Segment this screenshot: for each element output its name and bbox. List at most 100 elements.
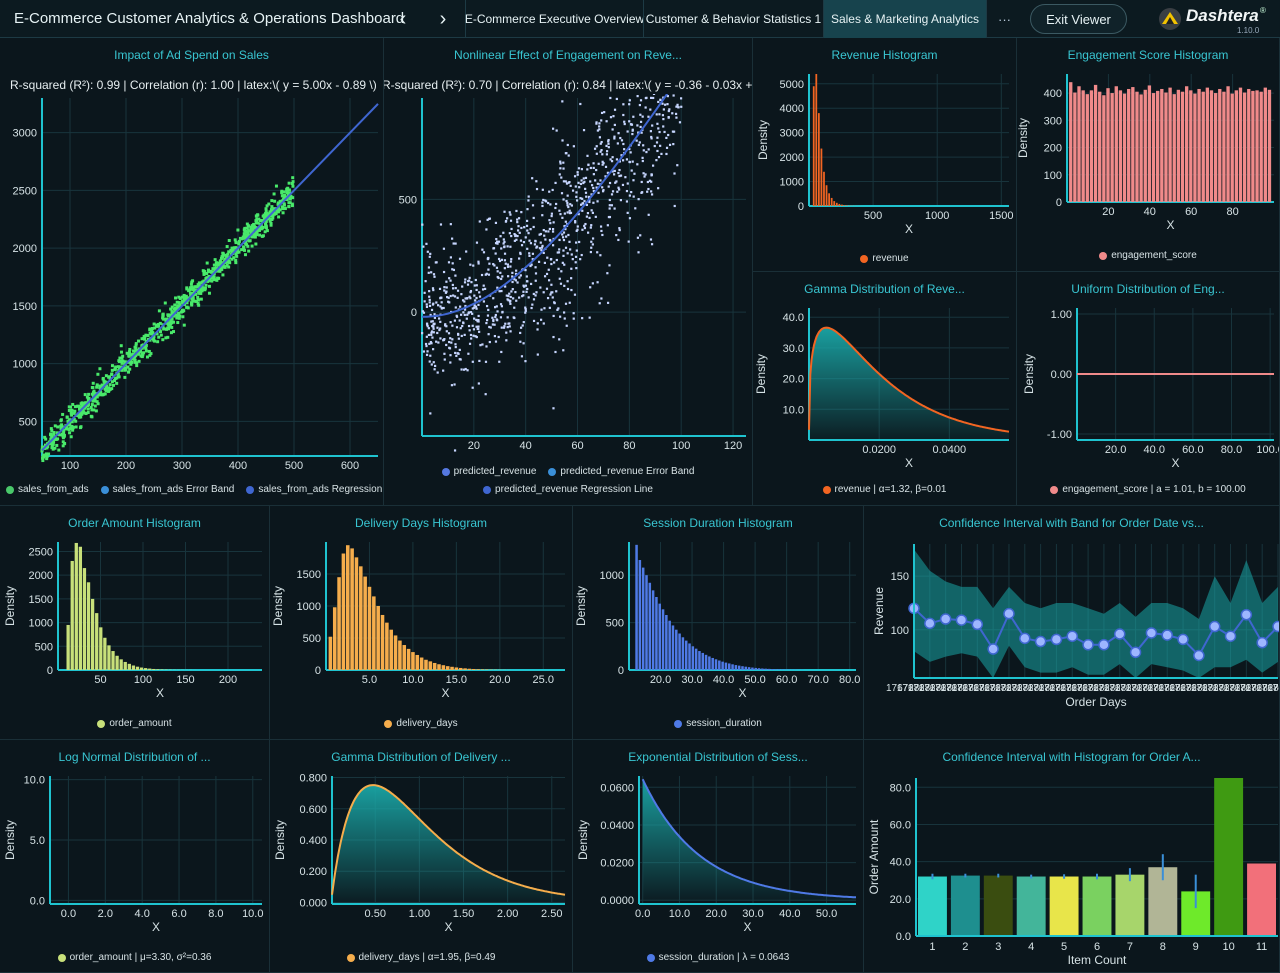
legend-item-error-band[interactable]: sales_from_ads Error Band bbox=[100, 484, 234, 495]
scatter-point bbox=[581, 197, 584, 200]
scatter-point bbox=[602, 189, 605, 192]
scatter-point bbox=[219, 256, 223, 260]
scatter-point bbox=[442, 369, 445, 372]
tab-sales-marketing-analytics[interactable]: Sales & Marketing Analytics bbox=[823, 0, 986, 38]
legend-item-revenue-gamma[interactable]: revenue | α=1.32, β=0.01 bbox=[822, 484, 947, 495]
scatter-point bbox=[499, 235, 502, 238]
scatter-point bbox=[120, 356, 124, 360]
histogram-bar bbox=[82, 568, 87, 670]
forward-button[interactable]: › bbox=[423, 0, 463, 38]
legend-item-order-amount[interactable]: order_amount bbox=[97, 718, 172, 729]
tab-executive-overview[interactable]: E-Commerce Executive Overview bbox=[465, 0, 644, 38]
legend-item-engagement-uniform[interactable]: engagement_score | a = 1.01, b = 100.00 bbox=[1050, 484, 1246, 495]
scatter-point bbox=[492, 319, 495, 323]
scatter-point bbox=[190, 291, 194, 295]
scatter-point bbox=[550, 257, 553, 261]
histogram-bar bbox=[411, 652, 415, 670]
scatter-point bbox=[515, 209, 518, 213]
scatter-point bbox=[84, 412, 88, 416]
x-tick-label: 176728 bbox=[984, 683, 1018, 694]
scatter-point bbox=[510, 290, 513, 293]
legend-item-error-band[interactable]: predicted_revenue Error Band bbox=[548, 466, 694, 477]
scatter-point bbox=[97, 391, 101, 395]
scatter-point bbox=[150, 329, 154, 333]
scatter-point bbox=[454, 242, 457, 245]
panel-title: Gamma Distribution of Delivery ... bbox=[331, 750, 511, 764]
legend-item-delivery-gamma[interactable]: delivery_days | α=1.95, β=0.49 bbox=[346, 952, 496, 963]
scatter-point bbox=[572, 312, 575, 315]
scatter-point bbox=[423, 300, 426, 303]
chart-exponential-session: 0.0 10.0 20.0 30.0 40.0 50.00.00000.02000.040… bbox=[576, 776, 856, 934]
x-tick-label: 60 bbox=[571, 440, 583, 452]
scatter-point bbox=[575, 191, 578, 194]
scatter-point bbox=[69, 426, 73, 430]
scatter-point bbox=[617, 186, 620, 189]
legend-item-session-exponential[interactable]: session_duration | λ = 0.0643 bbox=[646, 952, 789, 963]
scatter-point bbox=[532, 298, 536, 301]
scatter-point bbox=[509, 295, 512, 299]
back-button[interactable]: ‹ bbox=[383, 0, 423, 38]
scatter-point bbox=[512, 297, 515, 300]
scatter-point bbox=[486, 257, 490, 261]
scatter-point bbox=[640, 191, 643, 194]
histogram-bar bbox=[393, 635, 398, 670]
scatter-point bbox=[600, 140, 603, 144]
scatter-point bbox=[555, 290, 558, 293]
legend-item-engagement-score[interactable]: engagement_score bbox=[1099, 250, 1197, 261]
legend-item-predicted-revenue[interactable]: predicted_revenue bbox=[441, 466, 536, 477]
scatter-point bbox=[166, 335, 170, 339]
scatter-point bbox=[234, 241, 238, 245]
scatter-point bbox=[463, 313, 466, 317]
scatter-point bbox=[513, 233, 516, 236]
exit-viewer-button[interactable]: Exit Viewer bbox=[1030, 4, 1127, 34]
scatter-point bbox=[237, 239, 241, 243]
scatter-point bbox=[177, 316, 181, 320]
histogram-bar bbox=[144, 668, 148, 670]
scatter-point bbox=[425, 344, 428, 348]
scatter-point bbox=[647, 213, 650, 216]
scatter-point bbox=[558, 238, 561, 242]
scatter-point bbox=[74, 425, 78, 429]
legend: engagement_score | a = 1.01, b = 100.00 bbox=[1017, 484, 1279, 497]
scatter-point bbox=[608, 215, 612, 219]
legend-item-revenue[interactable]: revenue bbox=[860, 253, 909, 264]
scatter-point bbox=[586, 212, 590, 215]
legend-item-session-duration[interactable]: session_duration bbox=[674, 718, 762, 729]
y-tick-label: 0.00 bbox=[1051, 369, 1072, 381]
scatter-point bbox=[505, 219, 508, 223]
legend-item-delivery-days[interactable]: delivery_days bbox=[384, 718, 458, 729]
panel-session-histogram: Session Duration Histogram 20.0 30.0 40.0 5… bbox=[573, 506, 864, 740]
confidence-band bbox=[914, 549, 1278, 678]
scatter-point bbox=[618, 188, 621, 191]
scatter-point bbox=[527, 296, 530, 299]
histogram-bar bbox=[107, 645, 111, 670]
y-tick-label: 80.0 bbox=[890, 782, 911, 794]
scatter-point bbox=[666, 103, 669, 106]
legend-item-regression-line[interactable]: predicted_revenue Regression Line bbox=[483, 484, 653, 495]
scatter-point bbox=[644, 97, 647, 100]
scatter-point bbox=[628, 194, 631, 197]
scatter-point bbox=[605, 153, 609, 156]
scatter-point bbox=[656, 122, 659, 125]
scatter-point bbox=[272, 192, 276, 196]
scatter-point bbox=[116, 365, 120, 369]
y-tick-label: 500 bbox=[606, 618, 624, 630]
scatter-point bbox=[59, 419, 63, 423]
scatter-point bbox=[129, 362, 133, 366]
x-tick-label: 80 bbox=[623, 440, 635, 452]
more-tabs-button[interactable]: ··· bbox=[986, 0, 1022, 38]
histogram-bar bbox=[1176, 89, 1181, 202]
scatter-point bbox=[626, 130, 629, 133]
scatter-point bbox=[663, 130, 666, 134]
tab-customer-behavior-statistics[interactable]: Customer & Behavior Statistics 1 bbox=[643, 0, 823, 38]
scatter-point bbox=[495, 237, 498, 241]
data-point bbox=[987, 643, 999, 655]
scatter-point bbox=[166, 314, 170, 318]
legend-item-order-amount-lognormal[interactable]: order_amount | μ=3.30, σ²=0.36 bbox=[57, 952, 211, 963]
legend-item-sales-from-ads[interactable]: sales_from_ads bbox=[6, 484, 89, 495]
histogram-bar bbox=[661, 609, 665, 670]
scatter-point bbox=[194, 288, 198, 292]
legend-item-regression-line[interactable]: sales_from_ads Regression Line bbox=[246, 484, 383, 495]
scatter-point bbox=[558, 277, 561, 280]
scatter-point bbox=[515, 269, 518, 272]
